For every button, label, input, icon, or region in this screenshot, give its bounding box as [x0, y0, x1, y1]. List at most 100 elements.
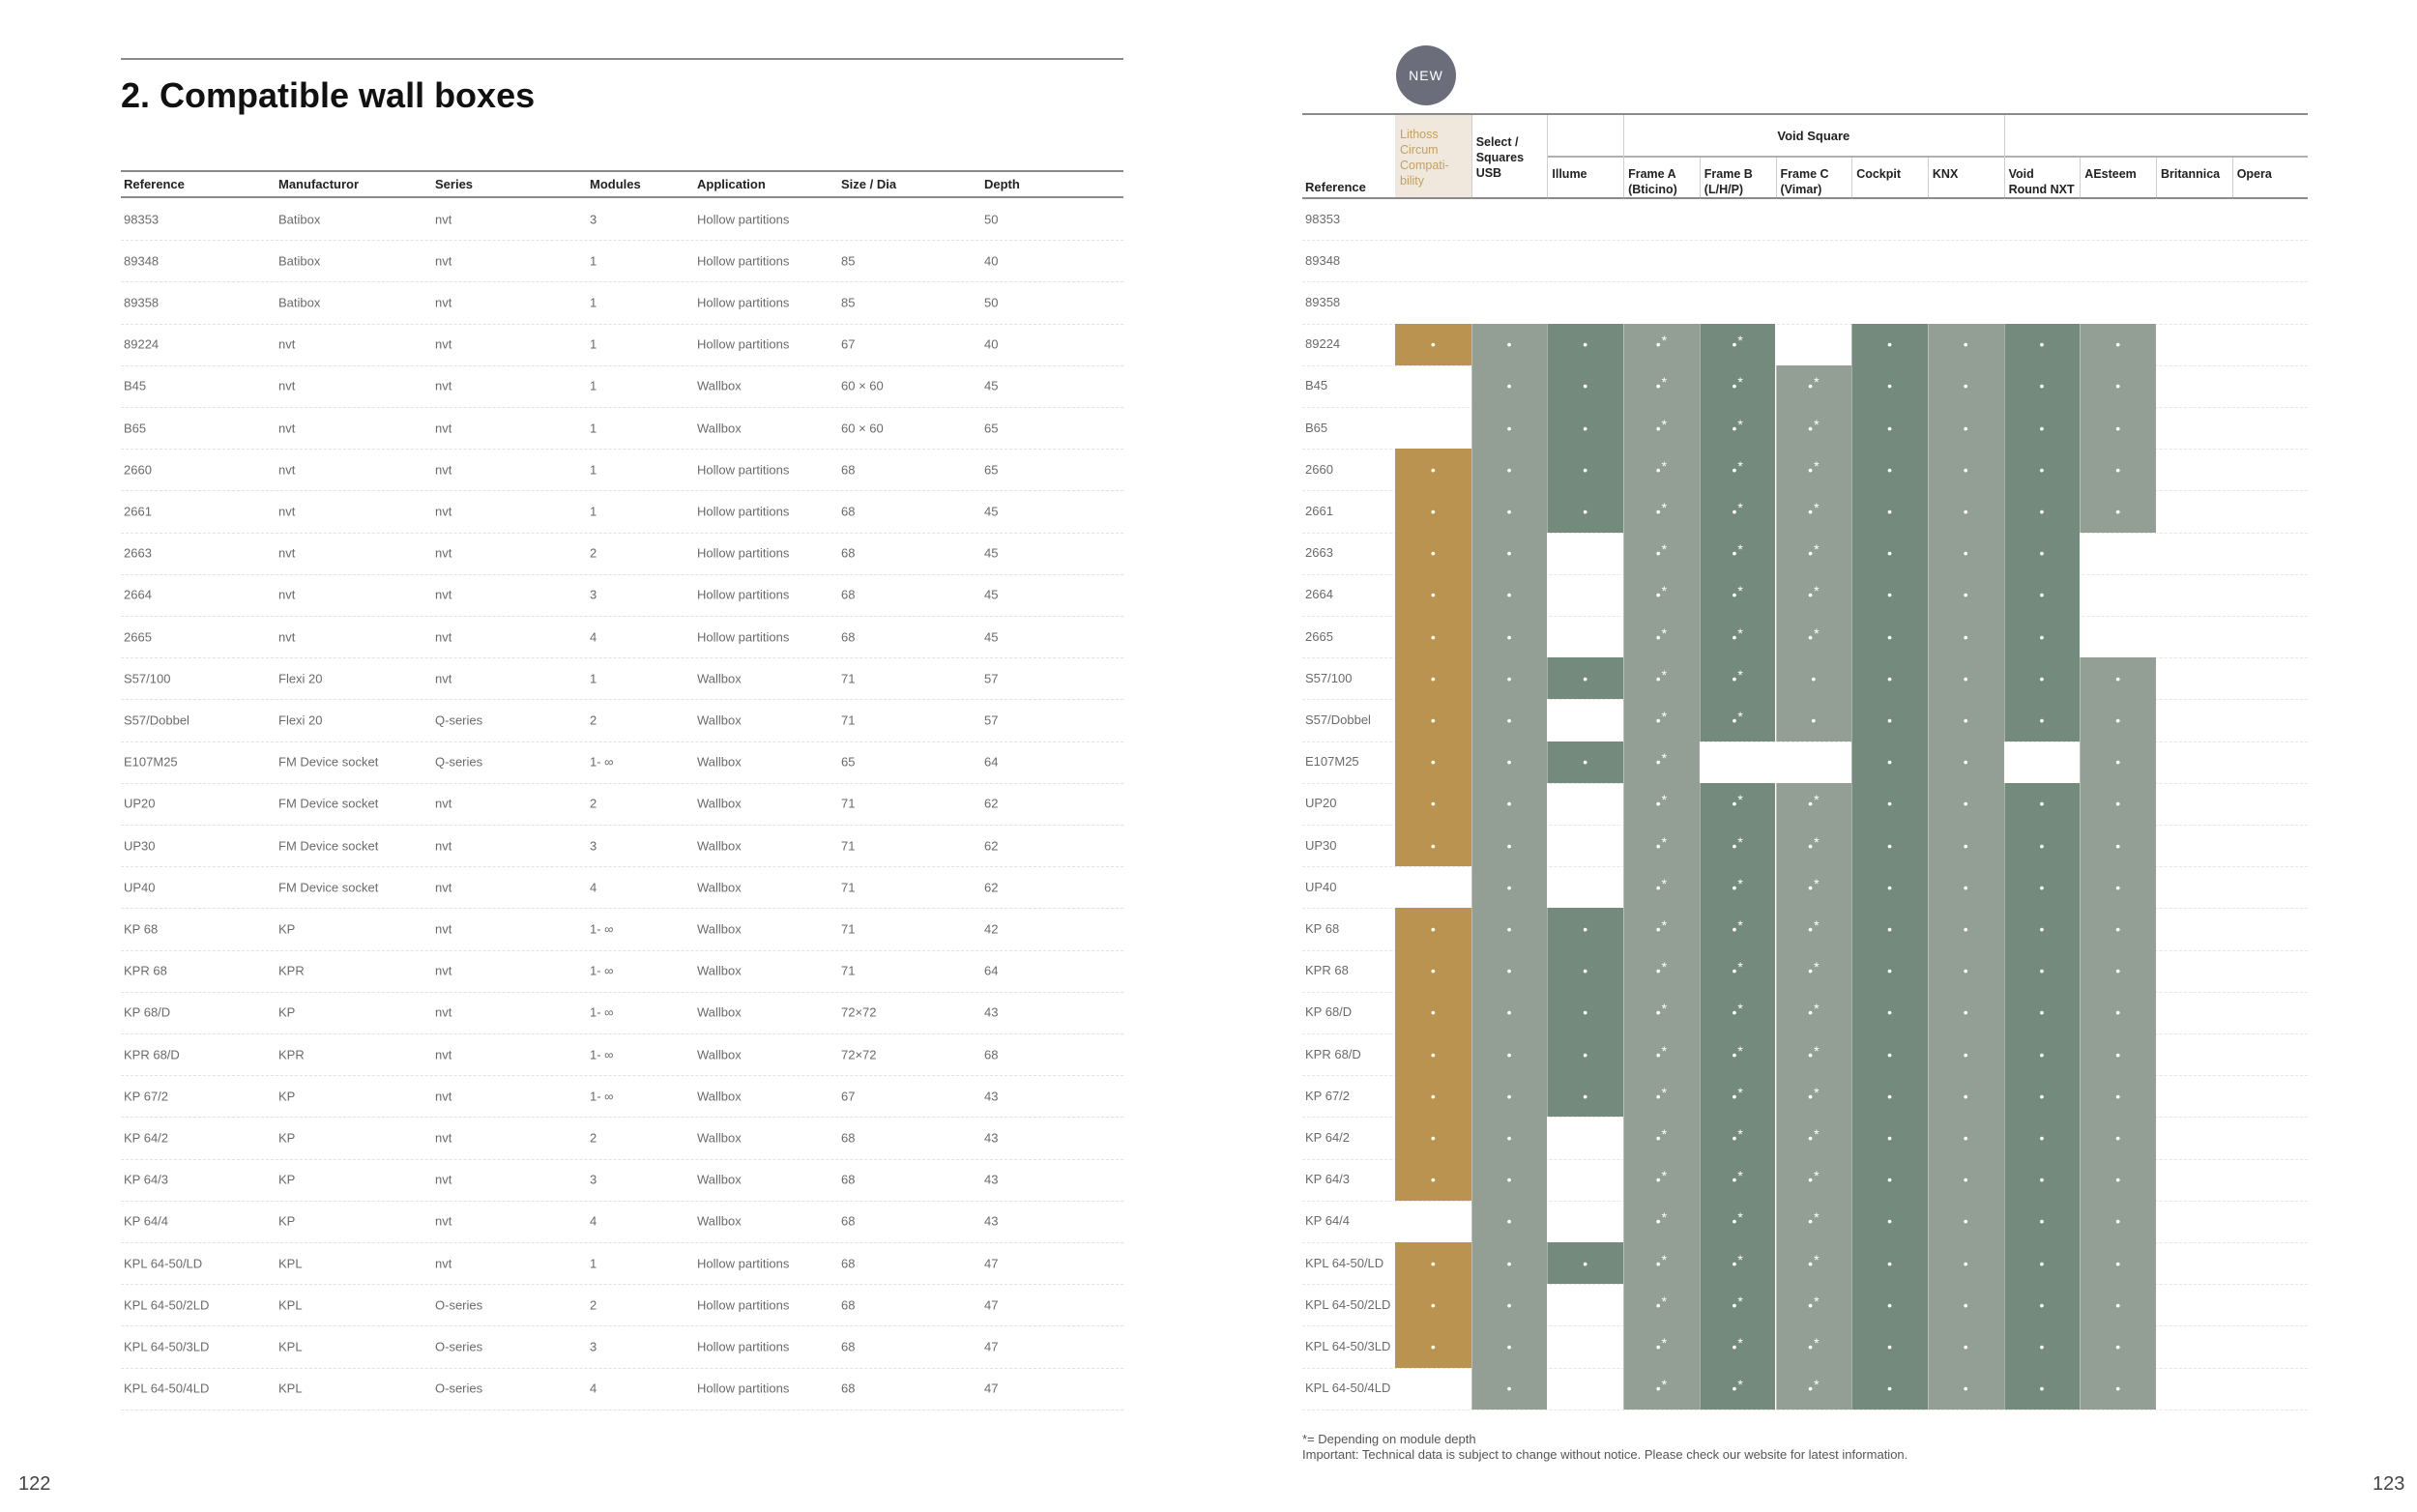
compat-cell: •: [1547, 490, 1624, 533]
table-cell: 71: [841, 880, 856, 895]
table-cell: nvt: [435, 545, 452, 561]
table-cell: Batibox: [278, 295, 321, 310]
table-cell: nvt: [278, 545, 296, 561]
table-cell: 45: [984, 587, 999, 602]
compatible-dot-icon: •: [1808, 1338, 1814, 1354]
compatible-dot-icon: •: [2039, 670, 2045, 686]
compatible-dot-icon: •: [2039, 920, 2045, 937]
depth-dependent-asterisk: *: [1737, 1084, 1743, 1100]
table-cell: 1: [590, 671, 597, 686]
row-divider: [121, 1284, 1123, 1286]
compatible-dot-icon: •: [1506, 1296, 1512, 1313]
cell-gap: [1623, 198, 1625, 1410]
depth-dependent-asterisk: *: [1737, 541, 1743, 558]
table-cell: 40: [984, 336, 999, 352]
depth-dependent-asterisk: *: [1737, 875, 1743, 891]
table-cell: nvt: [435, 295, 452, 310]
compat-cell: •: [1851, 1158, 1928, 1201]
compatible-dot-icon: •: [2115, 963, 2121, 979]
depth-dependent-asterisk: *: [1737, 374, 1743, 391]
compatible-dot-icon: •: [2039, 628, 2045, 645]
depth-dependent-asterisk: *: [1661, 1168, 1668, 1184]
compatible-dot-icon: •: [1732, 920, 1737, 937]
compatible-dot-icon: •: [1963, 1046, 1968, 1062]
compatible-dot-icon: •: [1583, 1004, 1588, 1021]
depth-dependent-asterisk: *: [1737, 792, 1743, 808]
compat-cell: •: [1547, 991, 1624, 1033]
compatible-dot-icon: •: [2115, 1255, 2121, 1271]
compatible-dot-icon: •: [2039, 712, 2045, 728]
compatible-dot-icon: •: [1887, 1129, 1892, 1146]
compatible-dot-icon: •: [2115, 1172, 2121, 1188]
compat-cell: • *: [1699, 991, 1776, 1033]
compat-cell: •: [1471, 1200, 1548, 1242]
row-divider: [1302, 323, 2309, 325]
compatible-dot-icon: •: [1887, 1172, 1892, 1188]
compat-cell: • *: [1623, 908, 1700, 950]
table-cell: 62: [984, 796, 999, 811]
depth-dependent-asterisk: *: [1737, 1334, 1743, 1351]
compat-cell: •: [2080, 825, 2156, 867]
compat-cell: •: [1471, 1242, 1548, 1285]
compat-cell: •: [1851, 616, 1928, 658]
depth-dependent-asterisk: *: [1737, 1042, 1743, 1059]
compat-cell: •: [2080, 323, 2156, 365]
compatible-dot-icon: •: [1430, 545, 1436, 562]
depth-dependent-asterisk: *: [1737, 416, 1743, 432]
row-reference: KP 64/2: [1305, 1130, 1351, 1145]
column-header: Void Round NXT: [2008, 167, 2075, 196]
compat-cell: • *: [1699, 1117, 1776, 1159]
compat-cell: • *: [1775, 1075, 1852, 1118]
compatible-dot-icon: •: [2039, 1381, 2045, 1397]
new-badge: NEW: [1396, 45, 1456, 105]
compatible-dot-icon: •: [2115, 1213, 2121, 1230]
compat-cell: •: [1927, 490, 2004, 533]
compatible-dot-icon: •: [2115, 420, 2121, 436]
table-cell: Wallbox: [697, 880, 742, 895]
table-cell: 3: [590, 1339, 597, 1354]
table-cell: Wallbox: [697, 1047, 742, 1062]
depth-dependent-asterisk: *: [1814, 792, 1820, 808]
depth-dependent-asterisk: *: [1814, 1125, 1820, 1142]
table-cell: Hollow partitions: [697, 587, 790, 602]
compatible-dot-icon: •: [1963, 1172, 1968, 1188]
compatible-dot-icon: •: [1506, 587, 1512, 603]
compat-cell: • *: [1699, 490, 1776, 533]
compatible-dot-icon: •: [1655, 670, 1661, 686]
compat-cell: •: [1927, 1158, 2004, 1201]
compatible-dot-icon: •: [1887, 754, 1892, 771]
table-cell: O-series: [435, 1297, 483, 1313]
table-cell: Wallbox: [697, 712, 742, 728]
row-divider: [121, 1033, 1123, 1034]
compatible-dot-icon: •: [2039, 837, 2045, 854]
compatible-dot-icon: •: [1808, 1296, 1814, 1313]
compat-cell: •: [1471, 323, 1548, 365]
table-cell: nvt: [435, 378, 452, 393]
compatible-dot-icon: •: [1808, 1004, 1814, 1021]
compat-cell: •: [1927, 573, 2004, 616]
compat-cell: •: [1927, 407, 2004, 450]
compatible-dot-icon: •: [1430, 336, 1436, 353]
column-header: Lithoss Circum Compati-bility: [1400, 128, 1449, 188]
table-cell: Hollow partitions: [697, 1339, 790, 1354]
compatible-dot-icon: •: [1963, 420, 1968, 436]
compatible-dot-icon: •: [1732, 837, 1737, 854]
compat-cell: •: [1851, 490, 1928, 533]
depth-dependent-asterisk: *: [1661, 1042, 1668, 1059]
table-cell: FM Device socket: [278, 838, 379, 854]
compat-cell: •: [1471, 908, 1548, 950]
compat-cell: •: [1547, 1242, 1624, 1285]
compat-cell: •: [1395, 1033, 1471, 1076]
compatible-dot-icon: •: [2039, 796, 2045, 812]
row-divider: [1302, 240, 2309, 242]
compat-cell: • *: [1699, 1158, 1776, 1201]
row-divider: [121, 866, 1123, 868]
compatible-dot-icon: •: [1583, 920, 1588, 937]
row-divider: [121, 1200, 1123, 1202]
compat-cell: •: [1395, 782, 1471, 825]
compatible-dot-icon: •: [1430, 1172, 1436, 1188]
compatible-dot-icon: •: [1811, 712, 1817, 728]
compatible-dot-icon: •: [1732, 1255, 1737, 1271]
table-cell: KP 68/D: [124, 1004, 171, 1020]
row-reference: KPR 68/D: [1305, 1046, 1361, 1061]
